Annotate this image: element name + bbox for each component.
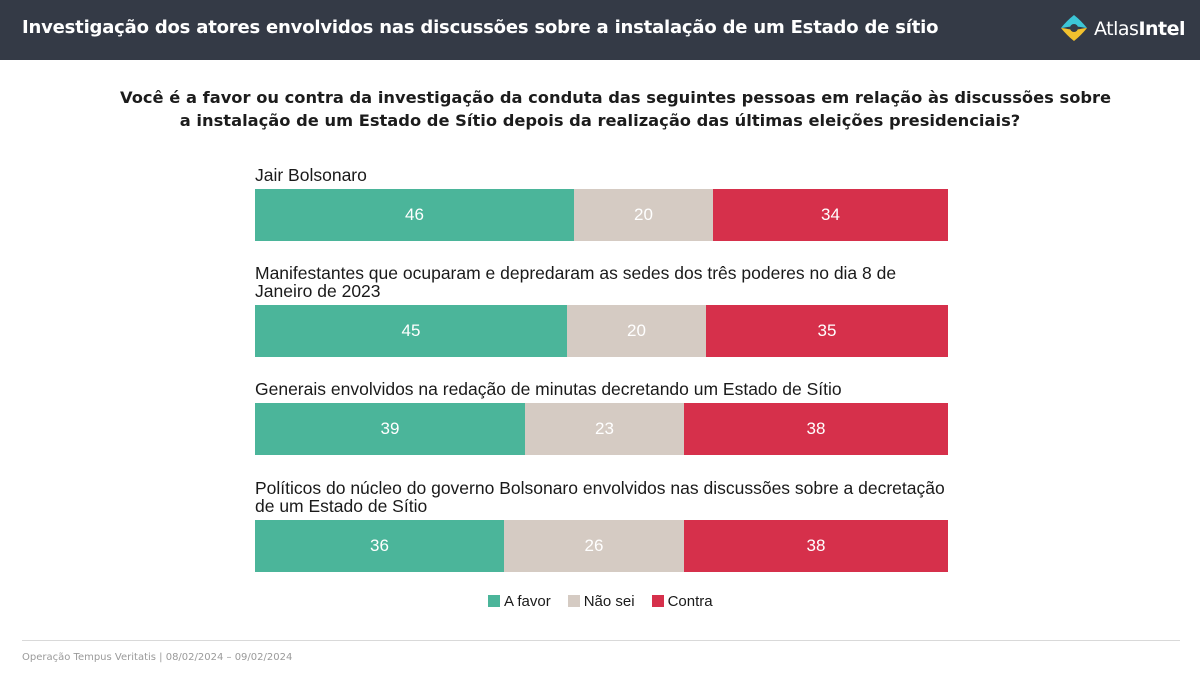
row-label-line: Generais envolvidos na redação de minuta… [255,379,842,399]
bar-segment-contra: 34 [713,189,948,241]
data-label: 20 [627,321,646,340]
data-label: 35 [817,321,837,340]
question-line-2: a instalação de um Estado de Sítio depoi… [179,111,1021,130]
bar-segment-favor: 36 [255,520,504,572]
chart-question: Você é a favor ou contra da investigação… [120,86,1112,132]
data-label: 26 [584,536,604,555]
header-bar: Investigação dos atores envolvidos nas d… [0,0,1200,60]
row-label: Generais envolvidos na redação de minuta… [255,380,975,398]
atlasintel-wordmark: AtlasIntel [1094,18,1186,40]
data-label: 38 [806,536,826,555]
data-label: 46 [405,205,424,224]
page-title: Investigação dos atores envolvidos nas d… [22,17,939,38]
row-label-line: Políticos do núcleo do governo Bolsonaro… [255,478,945,498]
data-label: 39 [380,419,400,438]
legend-swatch-favor [488,595,500,607]
stacked-bar: 36 26 38 [255,520,948,572]
bar-segment-favor: 45 [255,305,567,357]
legend-swatch-contra [651,595,664,607]
bar-segment-contra: 38 [684,520,948,572]
footer-divider [22,640,1180,641]
row-label-line: Manifestantes que ocuparam e depredaram … [255,263,897,283]
data-label: 23 [595,419,614,438]
row-label: Jair Bolsonaro [255,166,975,184]
bar-segment-favor: 39 [255,403,525,455]
bar-segment-nao-sei: 20 [567,305,706,357]
data-label: 38 [806,419,826,438]
legend-label-favor: A favor [504,592,551,610]
legend-label-contra: Contra [667,592,713,610]
footer-source: Operação Tempus Veritatis | 08/02/2024 –… [22,652,293,663]
stacked-bar: 45 20 35 [255,305,948,357]
bar-segment-contra: 35 [706,305,948,357]
logo-atlas: Atlas [1094,18,1139,40]
legend-item-contra: Contra [651,592,713,610]
legend-item-nao-sei: Não sei [567,592,635,610]
legend-swatch-nao-sei [567,595,580,607]
data-label: 45 [401,321,421,340]
atlasintel-logo-icon [1061,15,1087,41]
row-label-line: Janeiro de 2023 [255,281,381,301]
bar-segment-nao-sei: 20 [574,189,713,241]
stacked-bar: 46 20 34 [255,189,948,241]
stacked-bar: 39 23 38 [255,403,948,455]
data-label: 20 [634,205,653,224]
data-label: 34 [821,205,840,224]
data-label: 36 [370,536,389,555]
row-label: Políticos do núcleo do governo Bolsonaro… [255,479,975,515]
legend-item-favor: A favor [488,593,551,610]
bar-segment-nao-sei: 26 [504,520,684,572]
row-label-line: de um Estado de Sítio [255,496,428,516]
row-label: Manifestantes que ocuparam e depredaram … [255,264,975,300]
question-line-1: Você é a favor ou contra da investigação… [120,88,1112,107]
logo-intel: Intel [1138,18,1186,40]
bar-segment-nao-sei: 23 [525,403,684,455]
row-label-line: Jair Bolsonaro [255,165,367,185]
bar-segment-contra: 38 [684,403,948,455]
legend-label-nao-sei: Não sei [583,592,635,610]
chart-legend: A favor Não sei Contra [488,592,730,610]
bar-segment-favor: 46 [255,189,574,241]
